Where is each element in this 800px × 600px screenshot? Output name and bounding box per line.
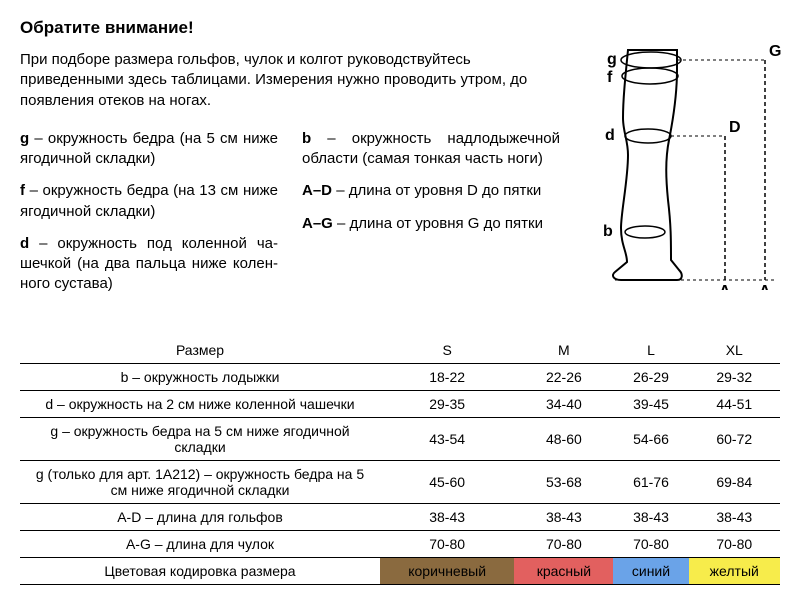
table-row: A-G – длина для чулок70-8070-8070-8070-8… <box>20 530 780 557</box>
table-cell: 60-72 <box>689 417 780 460</box>
row-label: A-G – длина для чулок <box>20 530 380 557</box>
def-item: f – окружность бедра (на 13 см ниже ягод… <box>20 181 278 222</box>
table-row: b – окружность лодыжки18-2222-2626-2929-… <box>20 363 780 390</box>
label-d: d <box>605 127 615 144</box>
color-cell: коричневый <box>380 557 514 584</box>
table-cell: 26-29 <box>613 363 688 390</box>
color-row: Цветовая кодировка размеракоричневыйкрас… <box>20 557 780 584</box>
table-cell: 34-40 <box>514 390 613 417</box>
size-table: РазмерSMLXL b – окружность лодыжки18-222… <box>20 337 780 585</box>
table-cell: 43-54 <box>380 417 514 460</box>
label-f: f <box>607 69 613 86</box>
definitions: g – окружность бедра (на 5 см ниже ягоди… <box>20 129 560 307</box>
table-cell: 70-80 <box>689 530 780 557</box>
table-cell: 44-51 <box>689 390 780 417</box>
defs-left: g – окружность бедра (на 5 см ниже ягоди… <box>20 129 278 307</box>
table-cell: 39-45 <box>613 390 688 417</box>
table-row: g (только для арт. 1А212) – окружность б… <box>20 460 780 503</box>
intro-text: При подборе размера гольфов, чулок и кол… <box>20 50 560 111</box>
row-label: d – окружность на 2 см ниже коленной чаш… <box>20 390 380 417</box>
table-cell: 69-84 <box>689 460 780 503</box>
label-G: G <box>769 43 781 60</box>
row-label: g – окружность бедра на 5 см ниже ягодич… <box>20 417 380 460</box>
table-cell: 22-26 <box>514 363 613 390</box>
row-label: g (только для арт. 1А212) – окружность б… <box>20 460 380 503</box>
table-header-row: РазмерSMLXL <box>20 337 780 364</box>
def-item: d – окружность под коленной ча­шечкой (н… <box>20 234 278 295</box>
table-header-cell: XL <box>689 337 780 364</box>
table-cell: 48-60 <box>514 417 613 460</box>
table-cell: 38-43 <box>380 503 514 530</box>
label-A2: A <box>759 283 771 290</box>
leg-diagram: g f d b G D A A <box>565 40 790 290</box>
table-cell: 29-32 <box>689 363 780 390</box>
table-cell: 38-43 <box>613 503 688 530</box>
defs-right: b – окружность надлодыжечной области (са… <box>302 129 560 307</box>
page-title: Обратите внимание! <box>20 18 790 38</box>
def-item: A–G – длина от уровня G до пятки <box>302 214 560 234</box>
label-g: g <box>607 51 617 68</box>
table-header-cell: S <box>380 337 514 364</box>
table-cell: 18-22 <box>380 363 514 390</box>
table-cell: 38-43 <box>689 503 780 530</box>
row-label: A-D – длина для гольфов <box>20 503 380 530</box>
table-header-cell: M <box>514 337 613 364</box>
table-cell: 53-68 <box>514 460 613 503</box>
label-b: b <box>603 223 613 240</box>
table-cell: 61-76 <box>613 460 688 503</box>
table-header-cell: Размер <box>20 337 380 364</box>
table-cell: 70-80 <box>514 530 613 557</box>
color-cell: желтый <box>689 557 780 584</box>
label-D: D <box>729 119 741 136</box>
def-item: g – окружность бедра (на 5 см ниже ягоди… <box>20 129 278 170</box>
color-cell: синий <box>613 557 688 584</box>
label-A1: A <box>719 283 731 290</box>
color-cell: красный <box>514 557 613 584</box>
table-cell: 70-80 <box>613 530 688 557</box>
table-cell: 54-66 <box>613 417 688 460</box>
def-item: b – окружность надлодыжечной области (са… <box>302 129 560 170</box>
table-cell: 70-80 <box>380 530 514 557</box>
table-cell: 29-35 <box>380 390 514 417</box>
def-item: A–D – длина от уровня D до пятки <box>302 181 560 201</box>
color-row-label: Цветовая кодировка размера <box>20 557 380 584</box>
row-label: b – окружность лодыжки <box>20 363 380 390</box>
table-row: A-D – длина для гольфов38-4338-4338-4338… <box>20 503 780 530</box>
table-cell: 38-43 <box>514 503 613 530</box>
table-body: b – окружность лодыжки18-2222-2626-2929-… <box>20 363 780 584</box>
table-header-cell: L <box>613 337 688 364</box>
table-row: d – окружность на 2 см ниже коленной чаш… <box>20 390 780 417</box>
table-cell: 45-60 <box>380 460 514 503</box>
table-row: g – окружность бедра на 5 см ниже ягодич… <box>20 417 780 460</box>
